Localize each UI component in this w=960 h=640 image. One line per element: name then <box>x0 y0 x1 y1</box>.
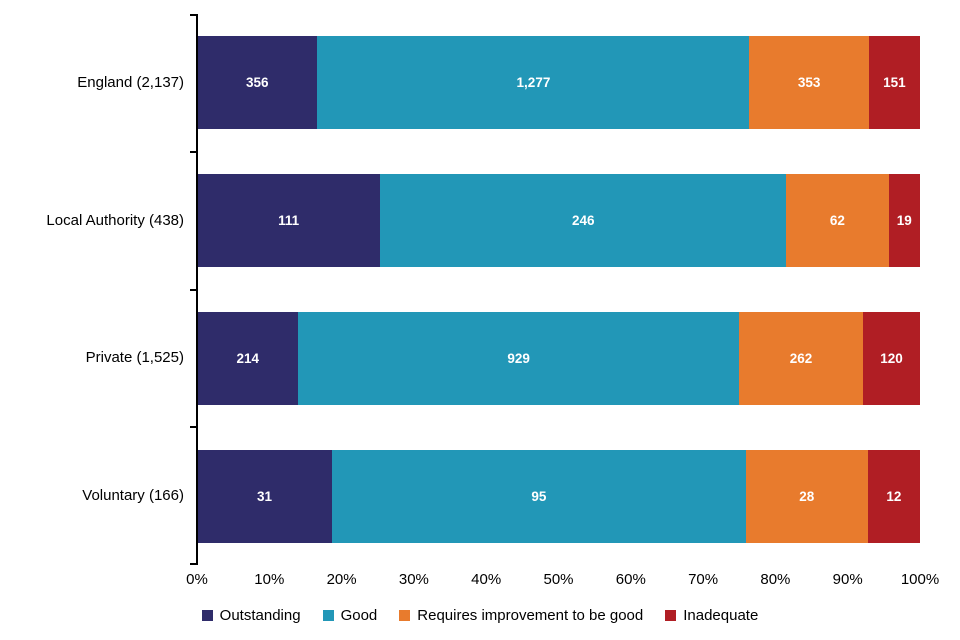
bar-segment-good: 246 <box>380 174 787 268</box>
stacked-bar: 111 246 62 19 <box>197 174 920 268</box>
bar-segment-inadequate: 12 <box>867 449 920 543</box>
segment-value-label: 19 <box>896 213 912 229</box>
bar-segment-inadequate: 19 <box>888 174 920 268</box>
legend-label: Requires improvement to be good <box>417 607 644 624</box>
segment-value-label: 12 <box>886 488 902 504</box>
y-axis-line <box>190 14 198 565</box>
segment-value-label: 95 <box>531 488 547 504</box>
bar-segment-outstanding: 214 <box>197 311 299 405</box>
bar-segment-good: 1,277 <box>317 36 750 130</box>
bar-segment-requires-improvement-to-be-good: 62 <box>786 174 889 268</box>
segment-value-label: 120 <box>880 350 903 366</box>
bar-row-private-1-525: Private (1,525) 214 929 262 120 <box>0 290 920 428</box>
x-axis-tick-labels: 0% 10% 20% 30% 40% 50% 60% 70% 80% 90% 100% <box>186 571 939 591</box>
bar-segment-requires-improvement-to-be-good: 353 <box>749 36 869 130</box>
bar-row-voluntary-166: Voluntary (166) 31 95 28 12 <box>0 427 920 565</box>
category-label: England (2,137) <box>77 73 184 91</box>
x-axis-tick-label: 30% <box>398 571 429 588</box>
bar-segment-requires-improvement-to-be-good: 28 <box>745 449 868 543</box>
segment-value-label: 1,277 <box>516 75 551 91</box>
bar-segment-good: 929 <box>298 311 739 405</box>
segment-value-label: 262 <box>789 350 813 366</box>
legend-label: Outstanding <box>219 607 301 624</box>
bar-row-england-2-137: England (2,137) 356 1,277 353 151 <box>0 14 920 152</box>
plot-area: England (2,137) 356 1,277 353 151 Local Autho… <box>0 14 920 565</box>
stacked-bar: 214 929 262 120 <box>197 311 920 405</box>
legend-swatch-icon <box>665 610 677 621</box>
legend-entry-outstanding: Outstanding <box>201 607 301 624</box>
bar-segment-outstanding: 111 <box>197 174 381 268</box>
bar-segment-inadequate: 151 <box>868 36 920 130</box>
category-label: Voluntary (166) <box>82 487 184 505</box>
legend-swatch-icon <box>322 610 334 621</box>
x-axis-tick-label: 40% <box>471 571 502 588</box>
segment-value-label: 356 <box>245 75 269 91</box>
legend-label: Good <box>340 607 378 624</box>
segment-value-label: 62 <box>829 213 845 229</box>
bar-segment-requires-improvement-to-be-good: 262 <box>738 311 864 405</box>
legend-swatch-icon <box>399 610 411 621</box>
x-axis-tick-label: 80% <box>760 571 791 588</box>
bar-row-local-authority-438: Local Authority (438) 111 246 62 19 <box>0 152 920 290</box>
x-axis-tick-label: 50% <box>543 571 574 588</box>
segment-value-label: 929 <box>507 350 530 366</box>
x-axis-tick-label: 10% <box>254 571 285 588</box>
x-axis-tick-label: 90% <box>832 571 863 588</box>
x-axis-tick-label: 70% <box>688 571 719 588</box>
segment-value-label: 28 <box>799 488 815 504</box>
chart-legend: Outstanding Good Requires improvement to b… <box>0 607 960 624</box>
legend-entry-good: Good <box>322 607 378 624</box>
x-axis-tick-label: 60% <box>615 571 646 588</box>
bar-segment-inadequate: 120 <box>863 311 920 405</box>
stacked-bar: 31 95 28 12 <box>197 449 920 543</box>
segment-value-label: 111 <box>278 213 300 229</box>
y-axis-tick <box>190 289 196 291</box>
x-axis-tick-label: 100% <box>900 571 940 588</box>
x-axis-tick-label: 20% <box>326 571 357 588</box>
segment-value-label: 214 <box>236 350 259 366</box>
legend-swatch-icon <box>201 610 213 621</box>
stacked-bar: 356 1,277 353 151 <box>197 36 920 130</box>
y-axis-tick <box>190 426 196 428</box>
x-axis-tick-label: 0% <box>186 571 208 588</box>
segment-value-label: 151 <box>883 75 906 91</box>
y-axis-tick <box>190 14 196 16</box>
segment-value-label: 353 <box>797 75 821 91</box>
y-axis-tick <box>190 151 196 153</box>
segment-value-label: 246 <box>571 213 595 229</box>
bar-segment-good: 95 <box>332 449 746 543</box>
category-label: Local Authority (438) <box>46 211 184 229</box>
legend-entry-inadequate: Inadequate <box>665 607 758 624</box>
bar-segment-outstanding: 31 <box>197 449 333 543</box>
legend-label: Inadequate <box>683 607 759 624</box>
category-label: Private (1,525) <box>85 349 184 367</box>
segment-value-label: 31 <box>256 488 273 504</box>
y-axis-tick <box>190 563 196 565</box>
legend-entry-requires-improvement-to-be-good: Requires improvement to be good <box>399 607 643 624</box>
bar-segment-outstanding: 356 <box>197 36 318 130</box>
